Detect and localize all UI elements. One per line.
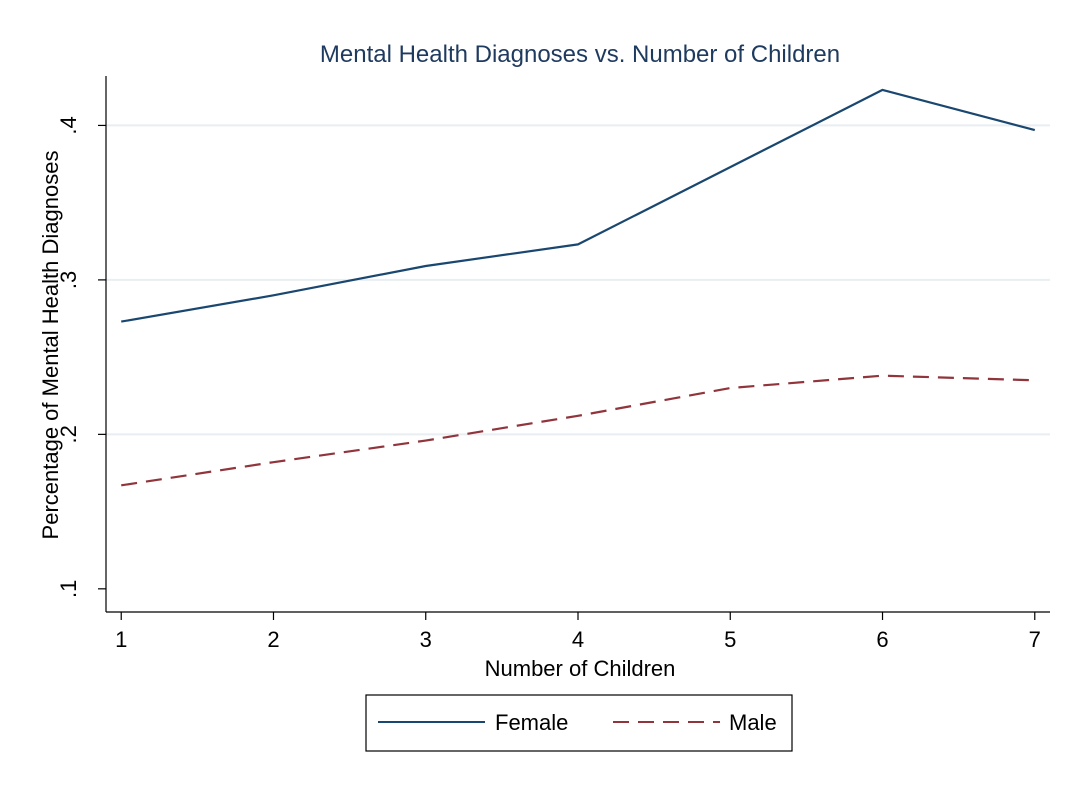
- axes: .1 .2 .3 .4 1 2 3 4 5 6 7: [56, 76, 1050, 652]
- y-tick-label: .4: [56, 116, 81, 134]
- series-lines: [121, 88, 1036, 487]
- y-tick-label: .2: [56, 425, 81, 443]
- x-tick-label: 4: [572, 627, 584, 652]
- x-tick-label: 7: [1029, 627, 1041, 652]
- series-line-male: [121, 374, 1035, 487]
- chart-title: Mental Health Diagnoses vs. Number of Ch…: [320, 41, 840, 68]
- x-tick-label: 2: [267, 627, 279, 652]
- y-axis-label: Percentage of Mental Health Diagnoses: [38, 151, 63, 540]
- x-tick-label: 3: [420, 627, 432, 652]
- legend-label-male: Male: [729, 710, 777, 735]
- legend: Female Male: [365, 694, 793, 752]
- x-tick-label: 6: [876, 627, 888, 652]
- x-tick-label: 1: [115, 627, 127, 652]
- x-tick-label: 5: [724, 627, 736, 652]
- series-line-female: [121, 88, 1036, 323]
- grid-lines: [106, 124, 1050, 436]
- y-tick-label: .1: [56, 580, 81, 598]
- y-tick-label: .3: [56, 271, 81, 289]
- legend-label-female: Female: [495, 710, 568, 735]
- x-axis-label: Number of Children: [485, 656, 676, 681]
